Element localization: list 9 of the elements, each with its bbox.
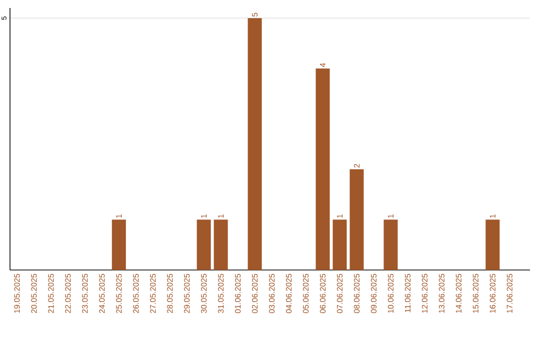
bar bbox=[248, 18, 262, 270]
bar bbox=[486, 220, 500, 270]
bar bbox=[196, 220, 211, 270]
bar bbox=[316, 68, 330, 270]
bar bbox=[384, 220, 398, 270]
bar bbox=[214, 220, 228, 270]
bar bbox=[112, 220, 126, 270]
bar bbox=[350, 169, 364, 270]
bar bbox=[332, 220, 347, 270]
